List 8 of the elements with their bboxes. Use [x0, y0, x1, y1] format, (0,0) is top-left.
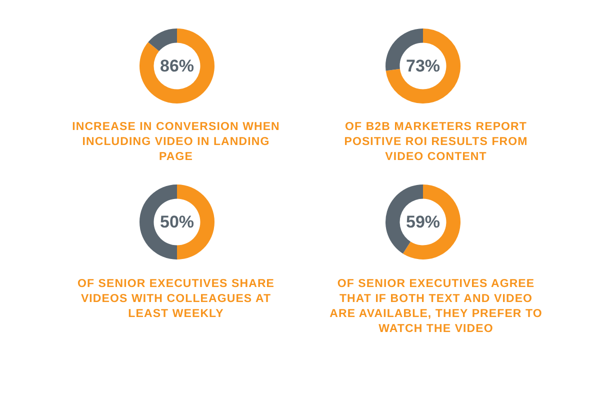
- text: OF SENIOR EXECUTIVES SHARE VIDEOS WITH COLLEAGUES AT LEAST WEEKLY: [76, 277, 276, 322]
- data-label: 50%: [160, 212, 194, 232]
- text: INCREASE IN CONVERSION WHEN INCLUDING VIDEO IN LANDING PAGE: [71, 120, 281, 165]
- data-label: 73%: [406, 56, 440, 76]
- text: OF B2B MARKETERS REPORT POSITIVE ROI RESULTS FROM VIDEO CONTENT: [343, 120, 529, 165]
- text: OF SENIOR EXECUTIVES AGREE THAT IF BOTH TEXT AND VIDEO ARE AVAILABLE, THEY PREFER TO WATCH THE VIDEO: [328, 277, 544, 337]
- data-label: 59%: [406, 212, 440, 232]
- data-label: 86%: [160, 56, 194, 76]
